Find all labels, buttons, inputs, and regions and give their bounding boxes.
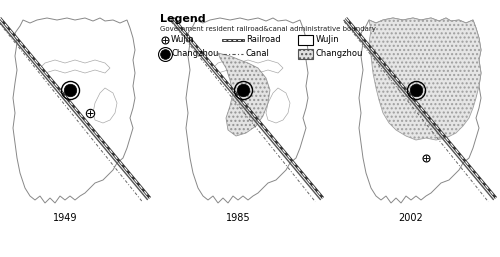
Polygon shape [13, 18, 135, 203]
Polygon shape [266, 88, 290, 123]
Bar [298, 49, 313, 59]
Text: Canal: Canal [246, 50, 270, 59]
Text: Changzhou: Changzhou [171, 50, 218, 59]
Polygon shape [218, 53, 270, 136]
Text: Legend: Legend [160, 14, 206, 24]
Text: 1949: 1949 [53, 213, 77, 223]
Text: Changzhou: Changzhou [316, 50, 364, 59]
Text: Government resident railroad&canal administrative boundary: Government resident railroad&canal admin… [160, 26, 376, 32]
Text: WuJin: WuJin [316, 35, 340, 44]
Polygon shape [213, 60, 283, 73]
Text: WuJin: WuJin [171, 35, 194, 44]
Polygon shape [186, 18, 308, 203]
Text: 2002: 2002 [398, 213, 423, 223]
Bar [298, 35, 313, 45]
Polygon shape [40, 60, 110, 73]
Text: 1985: 1985 [226, 213, 250, 223]
Polygon shape [369, 18, 481, 140]
Text: Railroad: Railroad [246, 35, 280, 44]
Polygon shape [93, 88, 117, 123]
